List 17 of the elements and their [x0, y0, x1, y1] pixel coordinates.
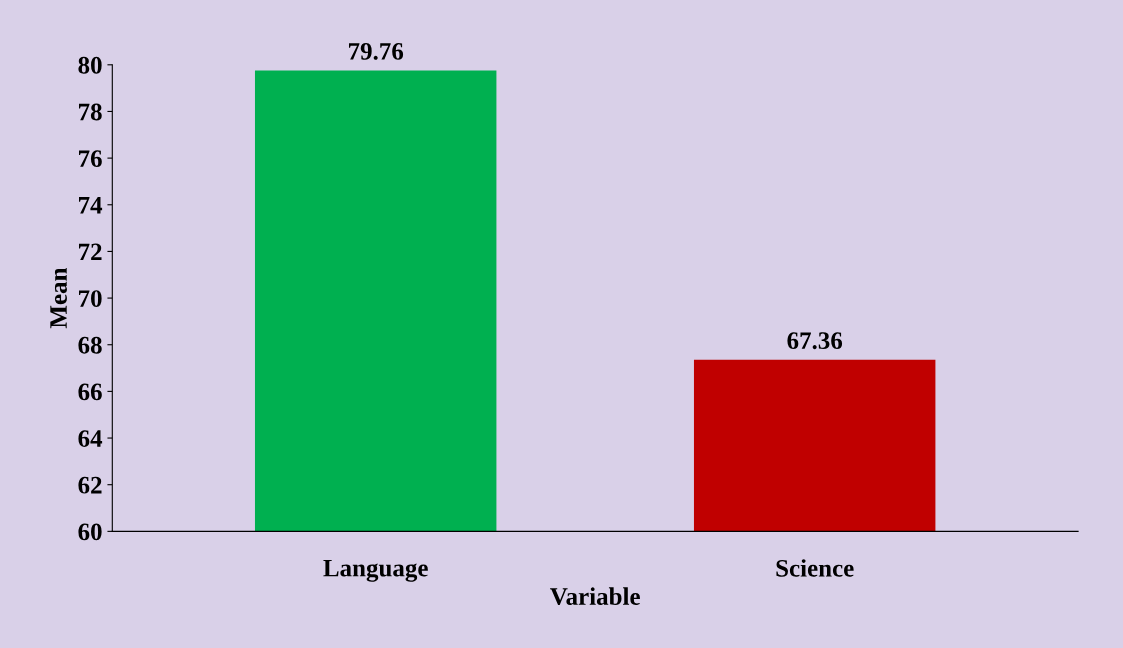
y-tick-label: 68: [78, 336, 102, 354]
data-label: 79.76: [349, 42, 404, 60]
data-label: 67.36: [787, 332, 843, 350]
y-axis-title: Mean: [50, 267, 67, 329]
y-tick-label: 66: [78, 383, 102, 401]
y-tick-label: 78: [79, 103, 102, 121]
x-tick-label: Language: [323, 559, 428, 582]
y-tick-label: 62: [78, 476, 102, 494]
y-tick-label: 76: [79, 150, 102, 168]
y-tick-label: 80: [78, 56, 102, 74]
x-axis-title: Variable: [550, 587, 640, 606]
y-tick-label: 74: [79, 196, 103, 214]
y-tick-label: 60: [78, 523, 102, 541]
y-tick-label: 64: [78, 430, 103, 447]
x-tick-label: Science: [776, 559, 854, 577]
y-tick-label: 72: [79, 243, 102, 261]
y-tick-label: 70: [79, 290, 102, 307]
